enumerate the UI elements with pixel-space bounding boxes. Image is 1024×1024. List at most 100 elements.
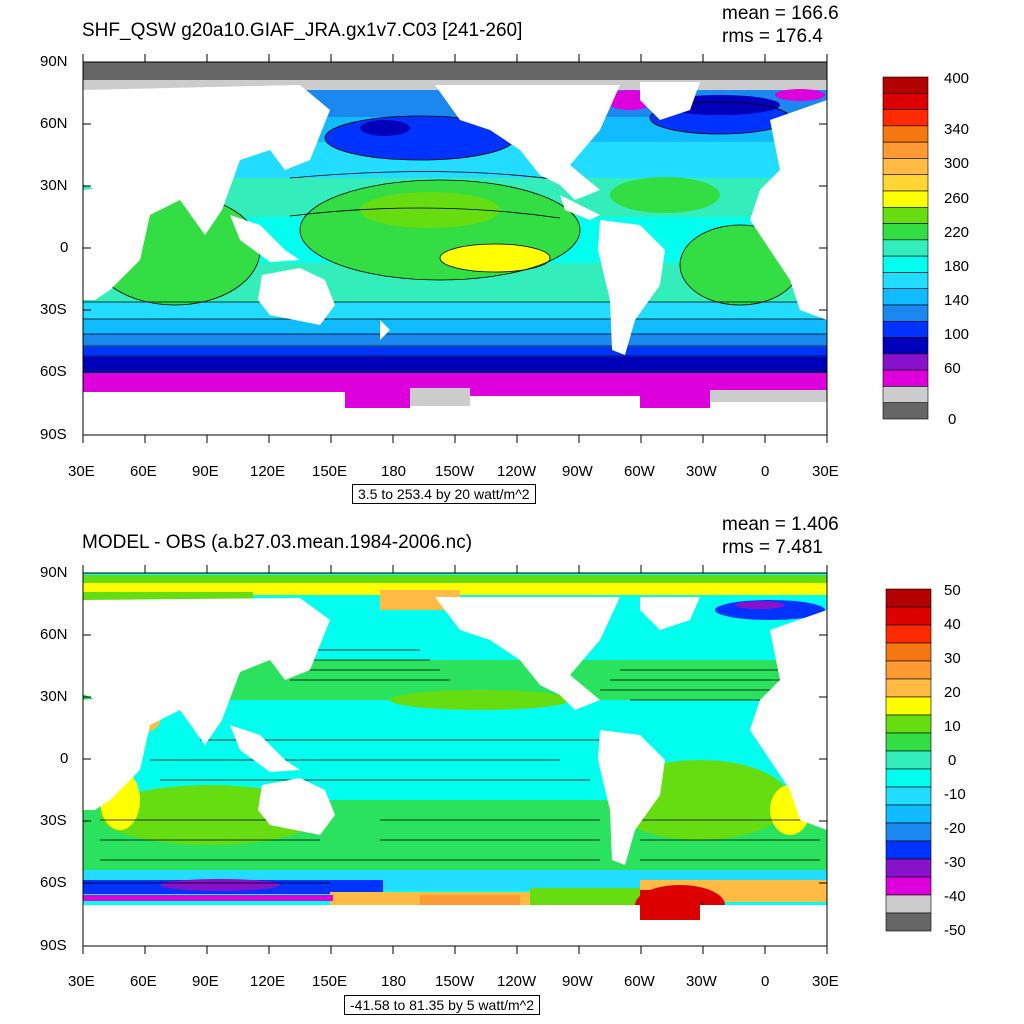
- colorbar-swatch: [885, 696, 932, 716]
- panel2-title: MODEL - OBS (a.b27.03.mean.1984-2006.nc): [82, 532, 473, 553]
- panel2-lon-label: 60W: [624, 973, 655, 990]
- panel1-lon-label: 30E: [68, 463, 95, 480]
- colorbar-swatch: [885, 714, 932, 734]
- panel1-lon-label: 60W: [624, 463, 655, 480]
- colorbar-swatch: [885, 804, 932, 824]
- colorbar-swatch: [885, 786, 932, 806]
- panel1-lon-label: 30E: [812, 463, 839, 480]
- colorbar-swatch: [882, 174, 929, 192]
- panel2-lon-label: 90W: [562, 973, 593, 990]
- panel1-map: [83, 62, 827, 435]
- colorbar-swatch: [885, 642, 932, 662]
- colorbar-swatch: [885, 750, 932, 770]
- colorbar-swatch: [882, 190, 929, 208]
- panel2-cb-label: 30: [944, 650, 961, 667]
- panel1-lat-label: 0: [60, 239, 69, 256]
- panel2-lon-label: 0: [761, 973, 770, 990]
- colorbar-swatch: [885, 678, 932, 698]
- colorbar-swatch: [885, 606, 932, 626]
- colorbar-swatch: [882, 353, 929, 371]
- panel1-cb-label: 140: [944, 292, 970, 309]
- panel1-lat-label: 30N: [40, 177, 68, 194]
- panel1-lon-label: 0: [761, 463, 770, 480]
- panel1-lat-label: 30S: [40, 301, 67, 318]
- panel2-lon-label: 30W: [686, 973, 717, 990]
- colorbar-swatch: [882, 76, 929, 94]
- panel1-cb-label: 340: [944, 121, 970, 138]
- panel2-subtitle: -41.58 to 81.35 by 5 watt/m^2: [344, 995, 541, 1015]
- panel1-rms: rms = 176.4: [722, 26, 823, 47]
- panel2-lat-label: 30N: [40, 688, 68, 705]
- colorbar-swatch: [882, 109, 929, 127]
- panel2-lon-label: 120W: [497, 973, 537, 990]
- panel2-cb-label: -20: [944, 820, 966, 837]
- colorbar-swatch: [882, 402, 929, 420]
- colorbar-swatch: [882, 223, 929, 241]
- panel2-colorbar: [885, 588, 932, 932]
- panel2-mean: mean = 1.406: [722, 514, 839, 535]
- colorbar-swatch: [885, 588, 932, 608]
- panel1-title: SHF_QSW g20a10.GIAF_JRA.gx1v7.C03 [241-2…: [82, 20, 523, 41]
- panel1-lat-label: 60N: [40, 115, 68, 132]
- colorbar-swatch: [882, 141, 929, 159]
- panel1-cb-label: 400: [944, 70, 970, 87]
- panel2-cb-label: -30: [944, 854, 966, 871]
- panel2-lat-label: 0: [60, 750, 69, 767]
- panel2-cb-label: 40: [944, 616, 961, 633]
- panel1-lon-label: 150E: [312, 463, 348, 480]
- colorbar-swatch: [885, 624, 932, 644]
- colorbar-swatch: [882, 288, 929, 306]
- panel2-lat-label: 60S: [40, 874, 67, 891]
- panel1-lon-label: 90W: [562, 463, 593, 480]
- colorbar-swatch: [882, 320, 929, 338]
- colorbar-swatch: [885, 858, 932, 878]
- panel2-lon-label: 120E: [250, 973, 286, 990]
- colorbar-swatch: [882, 272, 929, 290]
- colorbar-swatch: [882, 158, 929, 176]
- panel1-cb-label: 100: [944, 326, 970, 343]
- colorbar-swatch: [885, 876, 932, 896]
- panel2-cb-label: -10: [944, 786, 966, 803]
- panel2-lat-label: 90N: [40, 564, 68, 581]
- colorbar-swatch: [882, 239, 929, 257]
- panel2-ticks: [82, 565, 828, 954]
- panel2-map: [83, 573, 827, 946]
- panel1-lon-label: 120E: [250, 463, 286, 480]
- panel1-lon-label: 90E: [192, 463, 219, 480]
- panel2-lat-label: 90S: [40, 937, 67, 954]
- colorbar-swatch: [882, 125, 929, 143]
- colorbar-swatch: [882, 304, 929, 322]
- colorbar-swatch: [885, 912, 932, 932]
- panel2-lat-label: 60N: [40, 626, 68, 643]
- panel1-ticks: [82, 54, 828, 443]
- colorbar-swatch: [882, 255, 929, 273]
- panel1-cb-label: 180: [944, 258, 970, 275]
- colorbar-swatch: [882, 337, 929, 355]
- panel2-lon-label: 150W: [435, 973, 475, 990]
- panel2-cb-label: 20: [944, 684, 961, 701]
- panel2-lon-label: 30E: [812, 973, 839, 990]
- panel1-lon-label: 30W: [686, 463, 717, 480]
- panel2-cb-label: 10: [944, 718, 961, 735]
- panel1-cb-label: 220: [944, 224, 970, 241]
- panel1-lon-label: 60E: [130, 463, 157, 480]
- panel2-cb-label: -40: [944, 888, 966, 905]
- panel2-cb-label: 50: [944, 582, 961, 599]
- colorbar-swatch: [882, 92, 929, 110]
- panel2-lat-label: 30S: [40, 812, 67, 829]
- panel2-lon-label: 180: [381, 973, 407, 990]
- panel2-cb-label: -50: [944, 922, 966, 939]
- panel2-lon-label: 60E: [130, 973, 157, 990]
- panel1-colorbar: [882, 76, 929, 420]
- panel1-cb-label: 60: [944, 360, 961, 377]
- panel1-lon-label: 150W: [435, 463, 475, 480]
- panel1-lat-label: 90S: [40, 426, 67, 443]
- panel1-lat-label: 60S: [40, 363, 67, 380]
- colorbar-swatch: [885, 660, 932, 680]
- panel1-lon-label: 120W: [497, 463, 537, 480]
- colorbar-swatch: [882, 386, 929, 404]
- panel2-lon-label: 30E: [68, 973, 95, 990]
- colorbar-swatch: [885, 732, 932, 752]
- panel1-cb-label: 300: [944, 155, 970, 172]
